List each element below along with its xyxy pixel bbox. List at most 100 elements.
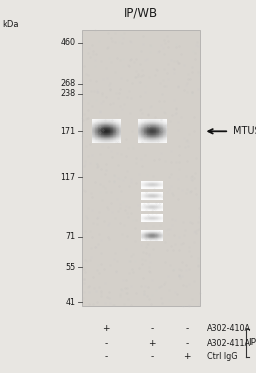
Bar [164,122,165,123]
Bar [161,119,162,120]
Bar [92,126,93,127]
Bar [95,126,96,127]
Bar [161,130,162,131]
Bar [165,130,166,131]
Bar [148,142,149,143]
Bar [119,130,120,131]
Bar [116,130,117,131]
Bar [149,139,150,140]
Bar [109,125,110,126]
Bar [93,142,94,143]
Bar [114,121,115,122]
Bar [152,128,153,129]
Bar [110,120,111,121]
Bar [119,130,120,131]
Bar [151,122,152,123]
Bar [120,132,121,133]
Bar [164,126,165,127]
Bar [119,137,120,138]
Bar [158,133,159,134]
Bar [157,142,158,143]
Bar [141,119,142,120]
Bar [157,126,158,127]
Bar [92,121,93,122]
Bar [119,135,120,136]
Bar [107,126,108,127]
Bar [152,130,153,131]
Bar [152,133,153,134]
Bar [156,126,157,127]
Bar [119,119,120,120]
Bar [95,123,96,124]
Bar [120,128,121,129]
Bar [148,125,149,126]
Bar [146,126,147,127]
Bar [98,133,99,134]
Bar [120,140,121,141]
Bar [112,130,113,131]
Bar [163,133,164,134]
Bar [109,120,110,121]
Bar [104,124,105,125]
Bar [156,122,157,123]
Bar [149,141,150,142]
Bar [111,120,112,121]
Bar [155,122,156,123]
Bar [141,125,142,126]
Bar [154,137,155,138]
Bar [147,139,148,140]
Bar [156,134,157,135]
Bar [162,134,163,135]
Bar [140,133,141,134]
Bar [109,136,110,137]
Bar [92,120,93,121]
Text: 41: 41 [66,298,76,307]
Bar [148,136,149,137]
Bar [103,133,104,134]
Bar [105,136,106,137]
Bar [99,126,100,127]
Bar [157,131,158,132]
Bar [106,126,107,127]
Bar [107,119,108,120]
Bar [101,135,102,136]
Bar [95,141,96,142]
Bar [114,124,115,125]
Bar [120,142,121,143]
Bar [107,138,108,139]
Bar [105,138,106,139]
Bar [139,131,140,132]
Bar [112,142,113,143]
Bar [120,123,121,124]
Bar [141,132,142,133]
Bar [149,135,150,136]
Bar [95,130,96,131]
Bar [114,125,115,126]
Bar [154,133,155,134]
Bar [149,140,150,141]
Bar [150,119,151,120]
Bar [146,140,147,141]
Bar [160,132,161,133]
Bar [113,120,114,121]
Bar [146,124,147,125]
Bar [140,134,141,135]
Bar [102,123,103,124]
Bar [163,135,164,136]
Bar [150,125,151,126]
Bar [93,140,94,141]
Bar [160,124,161,125]
Bar [146,127,147,128]
Bar [101,125,102,126]
Bar [160,135,161,136]
Bar [114,135,115,136]
Bar [138,134,139,135]
Bar [114,134,115,135]
Bar [159,119,160,120]
Bar [101,129,102,130]
Bar [95,135,96,136]
Bar [144,131,145,132]
Bar [102,121,103,122]
Bar [153,126,154,127]
Bar [108,137,109,138]
